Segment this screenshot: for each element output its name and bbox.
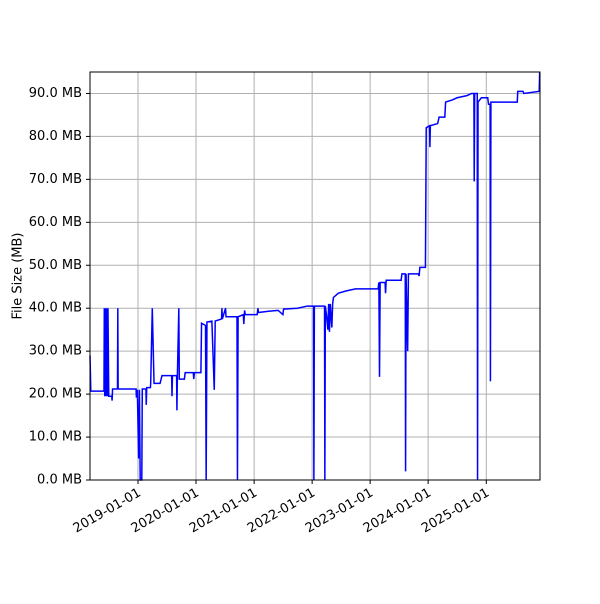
y-tick-label: 20.0 MB <box>29 387 82 402</box>
y-axis-label: File Size (MB) <box>11 233 26 320</box>
y-tick-label: 30.0 MB <box>29 344 82 359</box>
y-tick-label: 90.0 MB <box>29 86 82 101</box>
y-tick-label: 10.0 MB <box>29 430 82 445</box>
data-line <box>89 71 541 481</box>
plot-frame <box>89 71 541 481</box>
y-tick-label: 50.0 MB <box>29 258 82 273</box>
y-tick-label: 60.0 MB <box>29 215 82 230</box>
y-tick-label: 0.0 MB <box>37 473 82 488</box>
y-tick-label: 80.0 MB <box>29 129 82 144</box>
y-tick-label: 40.0 MB <box>29 301 82 316</box>
y-tick-label: 70.0 MB <box>29 172 82 187</box>
